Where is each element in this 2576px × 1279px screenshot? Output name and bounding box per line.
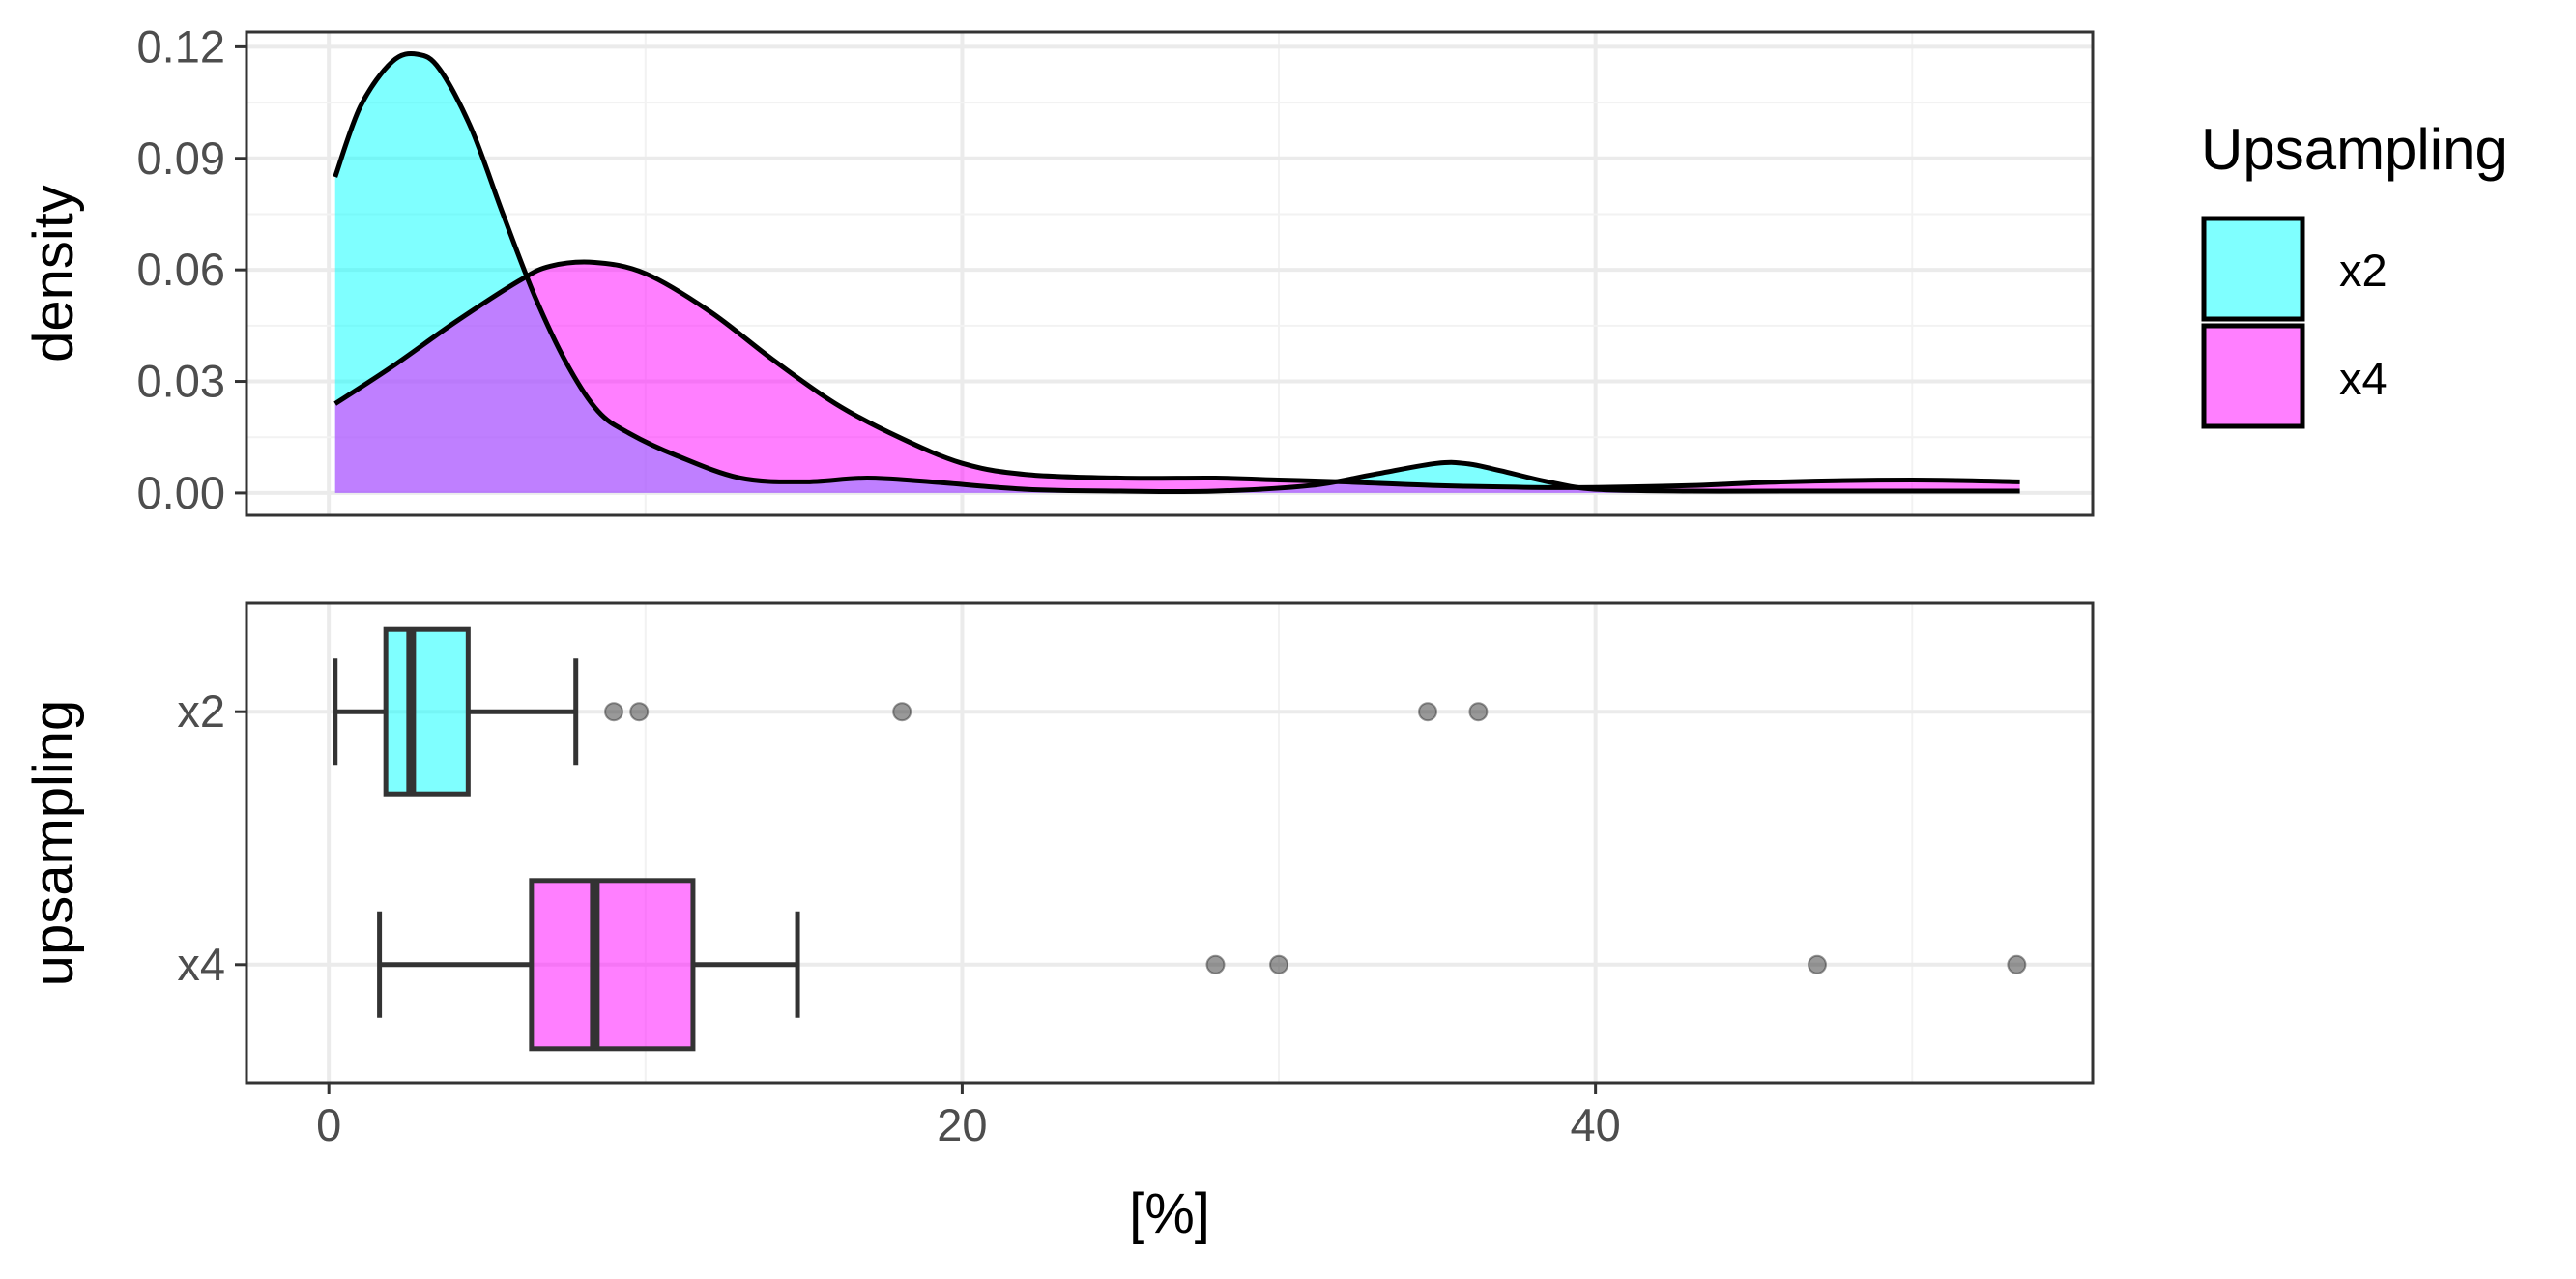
x-axis-title: [%]: [1129, 1182, 1210, 1245]
legend-key-x4: [2201, 323, 2305, 429]
box-x4: [529, 878, 696, 1052]
boxplot-panel-background: [246, 603, 2093, 1083]
legend: Upsampling x2 x4: [2201, 117, 2507, 429]
x-axis-ticks: 0 20 40: [316, 1083, 1621, 1150]
outlier-point-x2: [892, 702, 912, 722]
boxplot-y-ticks: x2 x4: [177, 685, 246, 990]
legend-label-x2: x2: [2339, 245, 2388, 296]
density-curve-x4: [333, 259, 2020, 490]
density-y-axis-title: density: [22, 185, 85, 363]
density-y-tick-label: 0.12: [137, 20, 225, 72]
density-area-x4: [334, 262, 2020, 493]
outlier-point-x2: [604, 702, 624, 722]
density-y-ticks: 0.00 0.03 0.06 0.09 0.12: [137, 20, 246, 518]
density-y-tick-label: 0.03: [137, 356, 225, 407]
outlier-point-x2: [1468, 702, 1489, 722]
outlier-point-x4: [1205, 954, 1226, 974]
boxplot-y-tick-label: x4: [177, 939, 225, 990]
boxplot-panel-border: [245, 601, 2095, 1085]
x-tick-label: 40: [1571, 1099, 1621, 1150]
density-y-tick-label: 0.06: [137, 244, 225, 295]
density-y-tick-label: 0.00: [137, 467, 225, 518]
box-x2: [383, 626, 471, 797]
outlier-point-x4: [1269, 954, 1289, 974]
outlier-point-x2: [1418, 702, 1438, 722]
outlier-point-x4: [2007, 954, 2027, 974]
x-tick-label: 20: [937, 1099, 987, 1150]
density-panel-border: [245, 30, 2095, 517]
density-panel: 0.00 0.03 0.06 0.09 0.12 density: [22, 20, 2095, 518]
density-y-tick-label: 0.09: [137, 132, 225, 184]
boxplot-panel: x2 x4 0 20 40 upsampling [%]: [22, 601, 2095, 1245]
boxplot-y-axis-title: upsampling: [22, 700, 85, 987]
legend-title: Upsampling: [2201, 117, 2507, 182]
outlier-point-x4: [1807, 954, 1827, 974]
outlier-point-x2: [629, 702, 650, 722]
boxplot-y-tick-label: x2: [177, 685, 225, 737]
boxplot-marks: [333, 626, 2027, 1052]
legend-label-x4: x4: [2339, 353, 2388, 404]
x-tick-label: 0: [316, 1099, 341, 1150]
density-series: [333, 50, 2020, 495]
legend-key-x2: [2201, 216, 2305, 322]
